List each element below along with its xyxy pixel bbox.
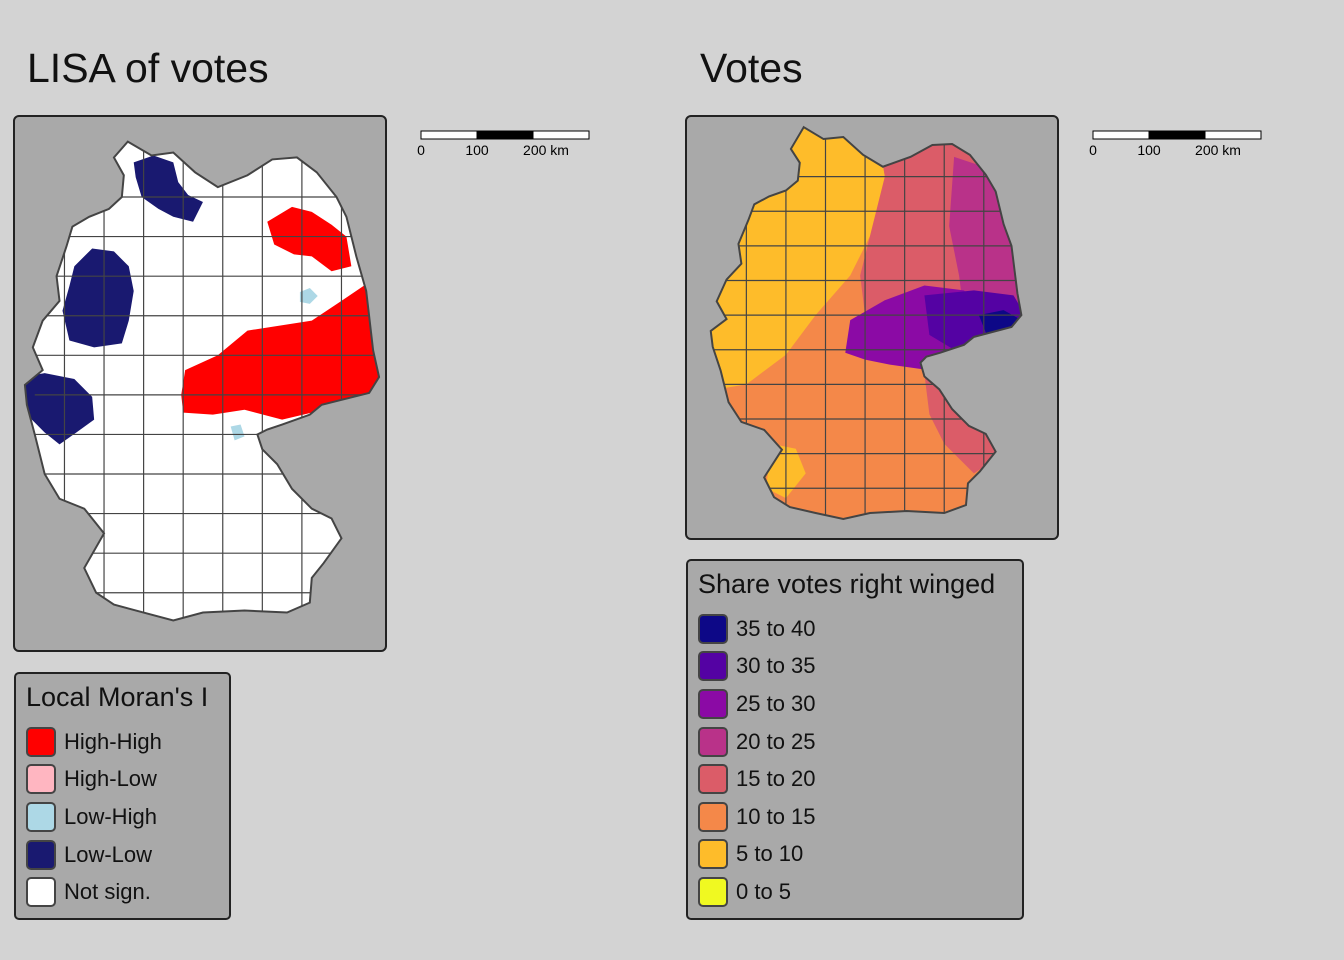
lisa-scale-tick-200: 200 km bbox=[523, 142, 569, 158]
lisa-legend-items: High-High High-Low Low-High Low-Low Not sign… bbox=[26, 723, 219, 911]
lisa-legend: Local Moran's I High-High High-Low Low-Hig… bbox=[14, 672, 231, 920]
lisa-region-high-high-northeast bbox=[267, 206, 352, 272]
votes-legend-swatch bbox=[698, 801, 728, 832]
votes-legend-label: 25 to 30 bbox=[736, 690, 816, 716]
lisa-region-low-high-south bbox=[230, 424, 245, 441]
votes-map bbox=[685, 115, 1059, 540]
lisa-map-title: LISA of votes bbox=[27, 45, 269, 91]
lisa-region-low-low-north bbox=[133, 155, 203, 222]
votes-legend-item: 20 to 25 bbox=[698, 723, 1012, 761]
lisa-legend-label: Not sign. bbox=[64, 879, 151, 905]
votes-legend-items: 35 to 40 30 to 35 25 to 30 20 to 25 15 to 20… bbox=[698, 610, 1012, 911]
votes-legend-item: 0 to 5 bbox=[698, 873, 1012, 911]
lisa-scale-bar: 0 100 200 km bbox=[415, 128, 595, 168]
lisa-legend-item: Not sign. bbox=[26, 873, 219, 911]
lisa-region-low-high-berlin bbox=[299, 288, 318, 304]
votes-legend-label: 30 to 35 bbox=[736, 653, 816, 679]
lisa-legend-item: Low-Low bbox=[26, 836, 219, 874]
votes-map-title: Votes bbox=[700, 45, 803, 91]
lisa-legend-swatch bbox=[26, 839, 56, 870]
votes-legend-label: 0 to 5 bbox=[736, 878, 792, 904]
lisa-map-canvas bbox=[23, 140, 381, 622]
votes-country-outline bbox=[709, 125, 1023, 520]
votes-legend-label: 5 to 10 bbox=[736, 841, 804, 867]
lisa-legend-label: Low-High bbox=[64, 803, 157, 829]
votes-legend-title: Share votes right winged bbox=[698, 569, 996, 599]
votes-legend-swatch bbox=[698, 613, 728, 644]
lisa-legend-swatch bbox=[26, 877, 56, 908]
lisa-legend-label: High-Low bbox=[64, 766, 157, 792]
votes-legend-item: 25 to 30 bbox=[698, 685, 1012, 723]
lisa-legend-item: High-Low bbox=[26, 761, 219, 799]
votes-legend-item: 30 to 35 bbox=[698, 648, 1012, 686]
lisa-legend-swatch bbox=[26, 764, 56, 795]
lisa-legend-label: Low-Low bbox=[64, 841, 153, 867]
lisa-region-low-low-northwest bbox=[62, 248, 134, 348]
votes-scale-bar: 0 100 200 km bbox=[1087, 128, 1267, 168]
votes-legend-swatch bbox=[698, 726, 728, 757]
votes-scale-tick-0: 0 bbox=[1089, 142, 1097, 158]
votes-legend-swatch bbox=[698, 764, 728, 795]
lisa-legend-title: Local Moran's I bbox=[26, 682, 209, 712]
votes-legend-swatch bbox=[698, 839, 728, 870]
votes-map-canvas bbox=[709, 125, 1023, 520]
votes-legend-swatch bbox=[698, 651, 728, 682]
votes-legend-item: 5 to 10 bbox=[698, 836, 1012, 874]
votes-scale-bar-graphic: 0 100 200 km bbox=[1089, 130, 1262, 158]
lisa-legend-swatch bbox=[26, 726, 56, 757]
lisa-legend-item: Low-High bbox=[26, 798, 219, 836]
votes-legend-swatch bbox=[698, 876, 728, 907]
lisa-scale-bar-graphic: 0 100 200 km bbox=[417, 130, 590, 158]
votes-scale-tick-100: 100 bbox=[1137, 142, 1161, 158]
votes-legend-label: 35 to 40 bbox=[736, 615, 816, 641]
votes-legend-item: 35 to 40 bbox=[698, 610, 1012, 648]
votes-legend-label: 15 to 20 bbox=[736, 766, 816, 792]
lisa-legend-item: High-High bbox=[26, 723, 219, 761]
lisa-scale-tick-0: 0 bbox=[417, 142, 425, 158]
lisa-country-outline bbox=[23, 140, 381, 622]
lisa-legend-label: High-High bbox=[64, 728, 162, 754]
votes-legend-swatch bbox=[698, 688, 728, 719]
votes-legend: Share votes right winged 35 to 40 30 to 3… bbox=[686, 559, 1024, 920]
votes-legend-label: 20 to 25 bbox=[736, 728, 816, 754]
lisa-map bbox=[13, 115, 387, 652]
lisa-district-borders bbox=[34, 147, 380, 621]
lisa-scale-tick-100: 100 bbox=[465, 142, 489, 158]
lisa-legend-swatch bbox=[26, 801, 56, 832]
votes-legend-item: 10 to 15 bbox=[698, 798, 1012, 836]
lisa-region-low-low-west bbox=[24, 373, 95, 445]
votes-legend-label: 10 to 15 bbox=[736, 803, 816, 829]
lisa-region-high-high-east bbox=[181, 284, 380, 420]
votes-scale-tick-200: 200 km bbox=[1195, 142, 1241, 158]
votes-legend-item: 15 to 20 bbox=[698, 760, 1012, 798]
